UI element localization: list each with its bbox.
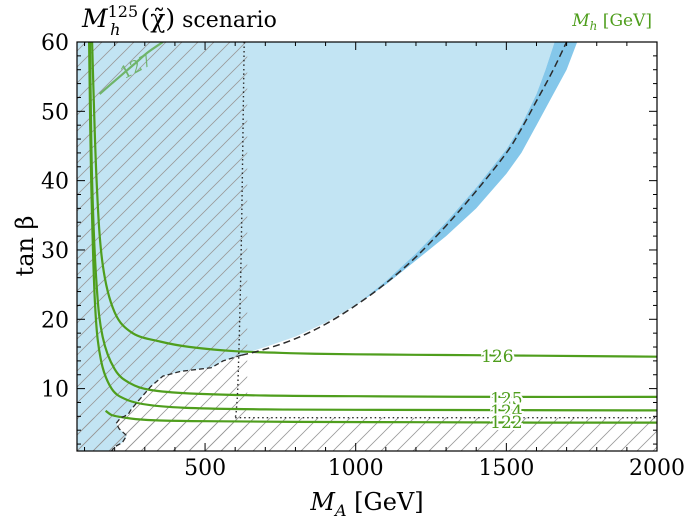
x-axis-subscript: A <box>333 501 347 520</box>
chart-title: M125 h (χ̃) scenario <box>81 2 277 39</box>
plot-area <box>77 42 657 451</box>
contour-127-line <box>98 42 164 95</box>
x-tick-label: 1500 <box>478 456 534 481</box>
legend-subscript: h <box>590 19 598 33</box>
y-axis-label: tan β <box>11 216 39 277</box>
expected-exclusion-dashed-line <box>241 42 568 357</box>
y-tick-label: 40 <box>41 170 69 195</box>
excluded-region-lower-boundary <box>111 354 242 451</box>
x-tick-label: 500 <box>184 456 226 481</box>
legend-symbol: M <box>571 11 590 31</box>
x-axis-label: MA [GeV] <box>309 488 423 520</box>
contour-label-125: 125 <box>490 389 522 409</box>
title-superscript: 125 <box>108 2 139 21</box>
title-subscript: h <box>110 20 120 39</box>
y-tick-label: 10 <box>41 378 69 403</box>
title-symbol: M <box>81 4 109 33</box>
contour-label-122: 122 <box>490 413 522 433</box>
y-tick-label: 30 <box>41 239 69 264</box>
x-tick-label: 2000 <box>629 456 685 481</box>
axis-ticks <box>77 41 658 451</box>
title-rest: scenario <box>175 8 277 33</box>
x-tick-labels: 500 1000 1500 2000 <box>184 456 685 481</box>
legend-label: Mh [GeV] <box>571 11 652 33</box>
y-tick-labels: 10 20 30 40 50 60 <box>41 31 69 403</box>
hatched-region-left <box>77 42 248 451</box>
hatched-region-bottom <box>77 417 657 451</box>
y-tick-label: 20 <box>41 308 69 333</box>
plot-frame <box>76 41 658 452</box>
contour-124-line <box>88 42 657 412</box>
contour-label-124: 124 <box>490 402 522 422</box>
x-axis-unit: [GeV] <box>347 488 424 516</box>
contour-label-126: 126 <box>481 347 513 367</box>
x-axis-symbol: M <box>309 488 336 516</box>
y-tick-label: 50 <box>41 100 69 125</box>
y-tick-label: 60 <box>41 31 69 56</box>
contour-122-line <box>104 409 657 424</box>
x-tick-label: 1000 <box>328 456 384 481</box>
contour-125-line <box>88 42 657 399</box>
legend-unit: [GeV] <box>597 11 652 31</box>
title-paren: (χ̃) <box>140 4 175 33</box>
contour-126-line <box>91 42 657 358</box>
